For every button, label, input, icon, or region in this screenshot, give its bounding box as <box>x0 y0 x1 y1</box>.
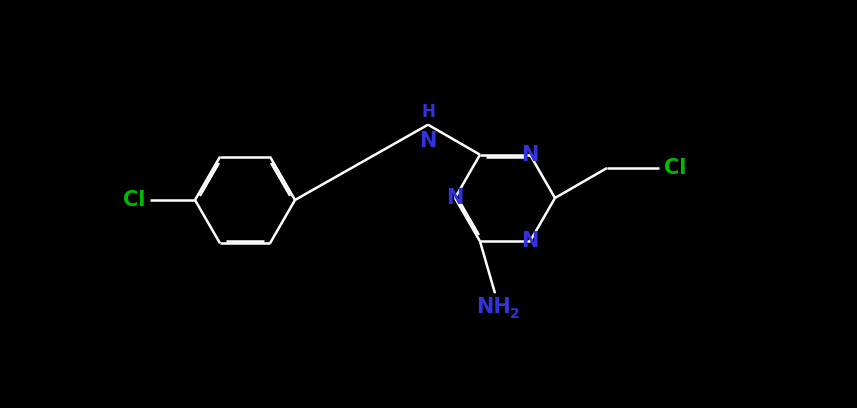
Text: 2: 2 <box>510 307 520 322</box>
Text: Cl: Cl <box>664 158 686 178</box>
Text: N: N <box>446 188 464 208</box>
Text: N: N <box>419 131 437 151</box>
Text: Cl: Cl <box>123 190 145 210</box>
Text: N: N <box>521 145 539 165</box>
Text: H: H <box>421 103 435 121</box>
Text: N: N <box>521 231 539 251</box>
Text: NH: NH <box>476 297 511 317</box>
